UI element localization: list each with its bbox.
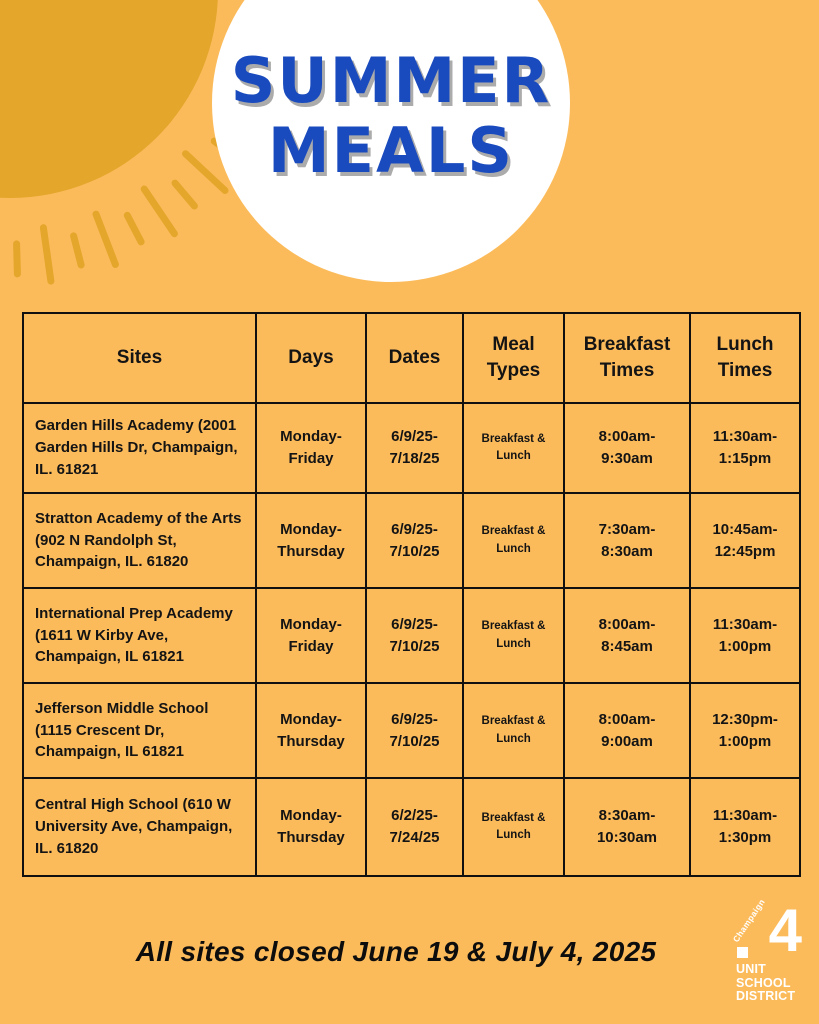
col-header-days: Days [255, 312, 367, 404]
table-row: Jefferson Middle School (1115 Crescent D… [22, 682, 801, 779]
days-cell: Monday-Thursday [255, 682, 367, 779]
breakfast-times-cell: 8:00am-8:45am [563, 587, 691, 684]
site-cell: Stratton Academy of the Arts (902 N Rand… [22, 492, 257, 589]
days-cell: Monday-Thursday [255, 777, 367, 877]
site-cell: International Prep Academy (1611 W Kirby… [22, 587, 257, 684]
logo-dot [737, 946, 748, 958]
days-cell: Monday-Friday [255, 587, 367, 684]
col-header-dates: Dates [365, 312, 464, 404]
meal-types-cell: Breakfast & Lunch [462, 587, 565, 684]
breakfast-times-cell: 7:30am-8:30am [563, 492, 691, 589]
logo-line-unit: UNIT [736, 961, 766, 976]
page-title: SUMMER MEALS [212, 44, 570, 188]
col-header-breakfast-times: Breakfast Times [563, 312, 691, 404]
meal-types-cell: Breakfast & Lunch [462, 682, 565, 779]
district-logo-mark: Champaign 4 [731, 897, 802, 960]
logo-district-number: 4 [768, 896, 802, 964]
lunch-times-cell: 11:30am-1:15pm [689, 402, 801, 494]
table-row: Garden Hills Academy (2001 Garden Hills … [22, 402, 801, 494]
sun-body [0, 0, 218, 198]
district-logo-text: UNIT SCHOOL DISTRICT [736, 961, 802, 1004]
closure-notice: All sites closed June 19 & July 4, 2025 [135, 936, 657, 967]
lunch-times-cell: 11:30am-1:30pm [689, 777, 801, 877]
title-circle: SUMMER MEALS [212, 0, 570, 282]
breakfast-times-cell: 8:00am-9:30am [563, 402, 691, 494]
table-row: International Prep Academy (1611 W Kirby… [22, 587, 801, 684]
breakfast-times-cell: 8:30am-10:30am [563, 777, 691, 877]
table-row: Stratton Academy of the Arts (902 N Rand… [22, 492, 801, 589]
header-row: Sites Days Dates Meal Types Breakfast Ti… [22, 312, 801, 404]
col-header-meal-types: Meal Types [462, 312, 565, 404]
meal-types-cell: Breakfast & Lunch [462, 492, 565, 589]
logo-line-district: DISTRICT [736, 989, 796, 1004]
title-line-2: MEALS [267, 114, 515, 188]
site-cell: Central High School (610 W University Av… [22, 777, 257, 877]
meal-schedule-table: Sites Days Dates Meal Types Breakfast Ti… [22, 312, 801, 877]
district-logo: Champaign 4 UNIT SCHOOL DISTRICT [731, 897, 802, 1004]
table-row: Central High School (610 W University Av… [22, 777, 801, 877]
lunch-times-cell: 10:45am-12:45pm [689, 492, 801, 589]
site-cell: Garden Hills Academy (2001 Garden Hills … [22, 402, 257, 494]
logo-city-label: Champaign [730, 896, 767, 944]
lunch-times-cell: 12:30pm-1:00pm [689, 682, 801, 779]
dates-cell: 6/9/25-7/18/25 [365, 402, 464, 494]
lunch-times-cell: 11:30am-1:00pm [689, 587, 801, 684]
logo-line-school: SCHOOL [736, 975, 791, 990]
col-header-sites: Sites [22, 312, 257, 404]
days-cell: Monday-Thursday [255, 492, 367, 589]
dates-cell: 6/9/25-7/10/25 [365, 587, 464, 684]
dates-cell: 6/9/25-7/10/25 [365, 492, 464, 589]
dates-cell: 6/2/25-7/24/25 [365, 777, 464, 877]
site-cell: Jefferson Middle School (1115 Crescent D… [22, 682, 257, 779]
title-line-1: SUMMER [230, 44, 552, 117]
days-cell: Monday-Friday [255, 402, 367, 494]
meal-types-cell: Breakfast & Lunch [462, 402, 565, 494]
meal-types-cell: Breakfast & Lunch [462, 777, 565, 877]
dates-cell: 6/9/25-7/10/25 [365, 682, 464, 779]
col-header-lunch-times: Lunch Times [689, 312, 801, 404]
breakfast-times-cell: 8:00am-9:00am [563, 682, 691, 779]
